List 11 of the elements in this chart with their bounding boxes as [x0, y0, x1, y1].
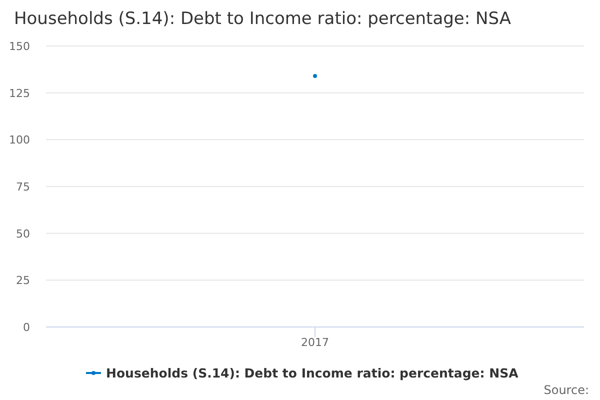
y-tick-label: 25 [16, 274, 30, 288]
y-tick-label: 50 [16, 227, 30, 240]
y-tick-label: 75 [16, 180, 30, 194]
y-tick-label: 100 [9, 134, 30, 147]
y-tick-label: 0 [23, 321, 30, 334]
x-tick-label: 2017 [301, 336, 329, 349]
y-tick-label: 125 [9, 86, 30, 100]
y-tick-label: 150 [9, 40, 30, 53]
chart-title: Households (S.14): Debt to Income ratio: percentage: NSA [14, 9, 512, 29]
legend-label: Households (S.14): Debt to Income ratio: percentage: NSA [106, 366, 519, 380]
source-note: Source: [544, 383, 589, 397]
